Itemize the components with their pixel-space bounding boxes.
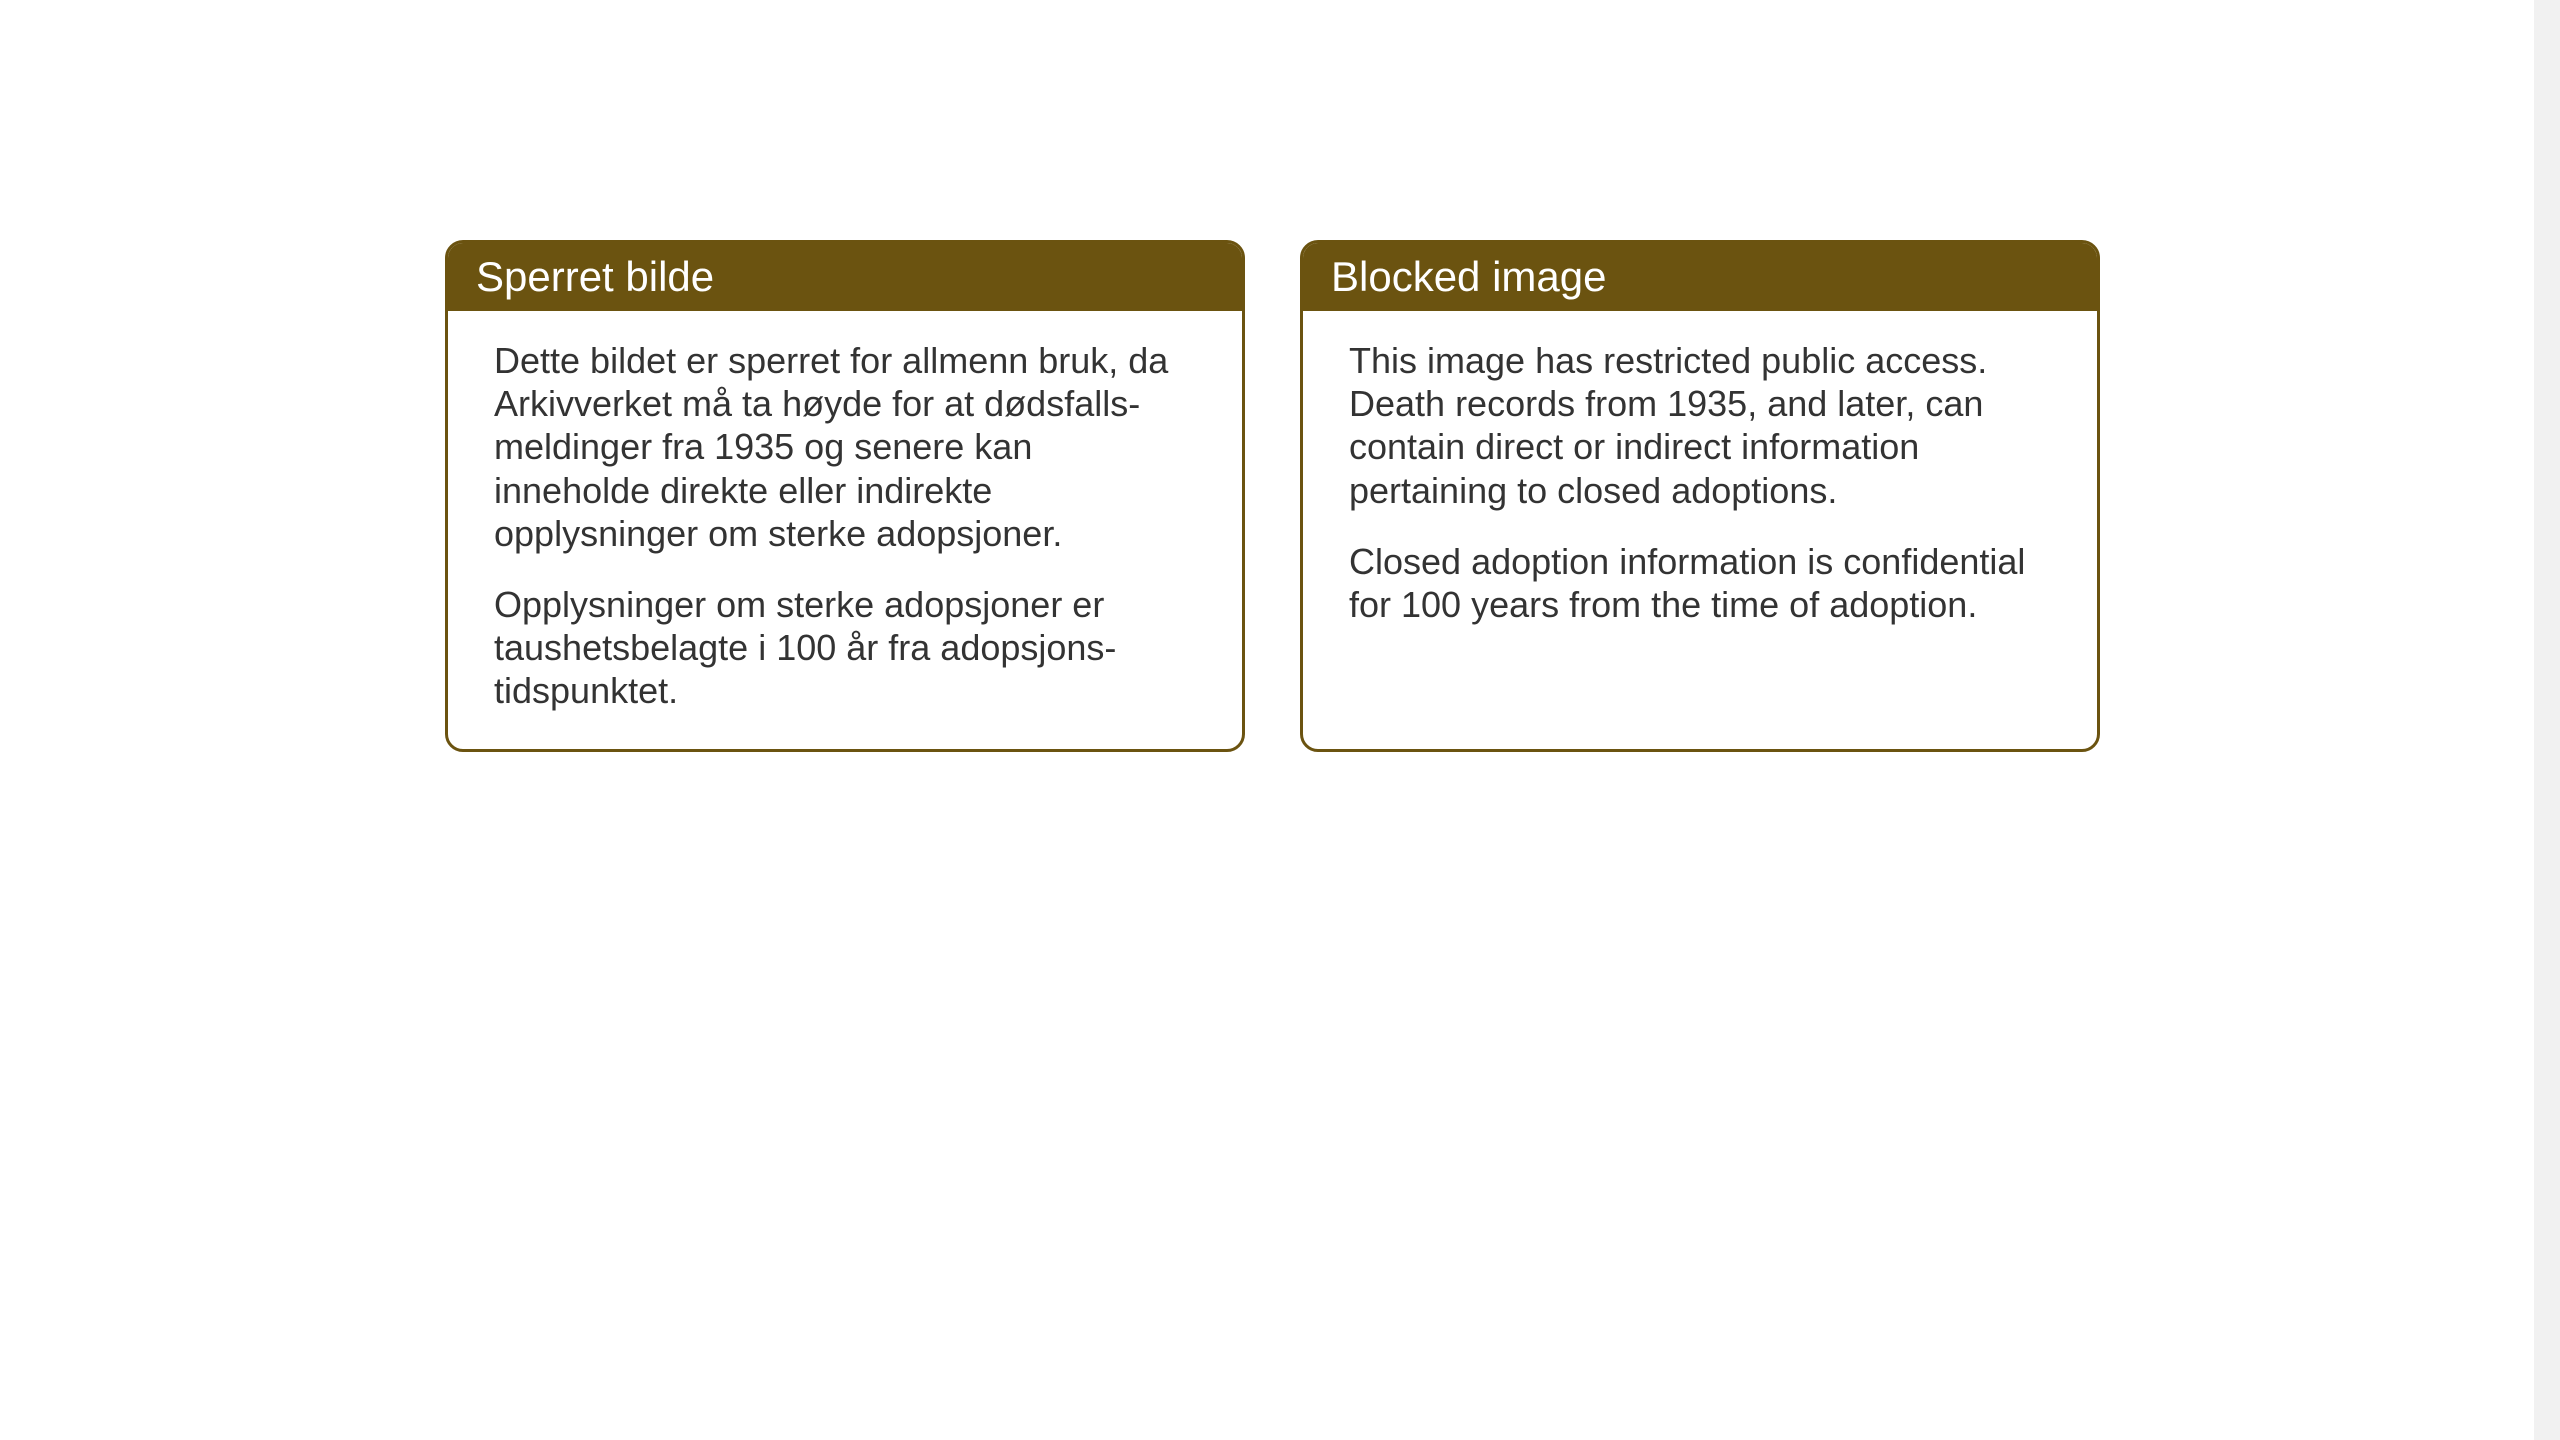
cards-container: Sperret bilde Dette bildet er sperret fo… xyxy=(445,240,2100,752)
english-paragraph-2: Closed adoption information is confident… xyxy=(1349,540,2051,626)
norwegian-card-title: Sperret bilde xyxy=(476,253,714,300)
norwegian-paragraph-2: Opplysninger om sterke adopsjoner er tau… xyxy=(494,583,1196,713)
norwegian-paragraph-1: Dette bildet er sperret for allmenn bruk… xyxy=(494,339,1196,555)
norwegian-card: Sperret bilde Dette bildet er sperret fo… xyxy=(445,240,1245,752)
english-card: Blocked image This image has restricted … xyxy=(1300,240,2100,752)
norwegian-card-header: Sperret bilde xyxy=(448,243,1242,311)
norwegian-card-body: Dette bildet er sperret for allmenn bruk… xyxy=(448,311,1242,749)
english-paragraph-1: This image has restricted public access.… xyxy=(1349,339,2051,512)
english-card-header: Blocked image xyxy=(1303,243,2097,311)
english-card-body: This image has restricted public access.… xyxy=(1303,311,2097,662)
scrollbar-track[interactable] xyxy=(2534,0,2560,1440)
english-card-title: Blocked image xyxy=(1331,253,1606,300)
